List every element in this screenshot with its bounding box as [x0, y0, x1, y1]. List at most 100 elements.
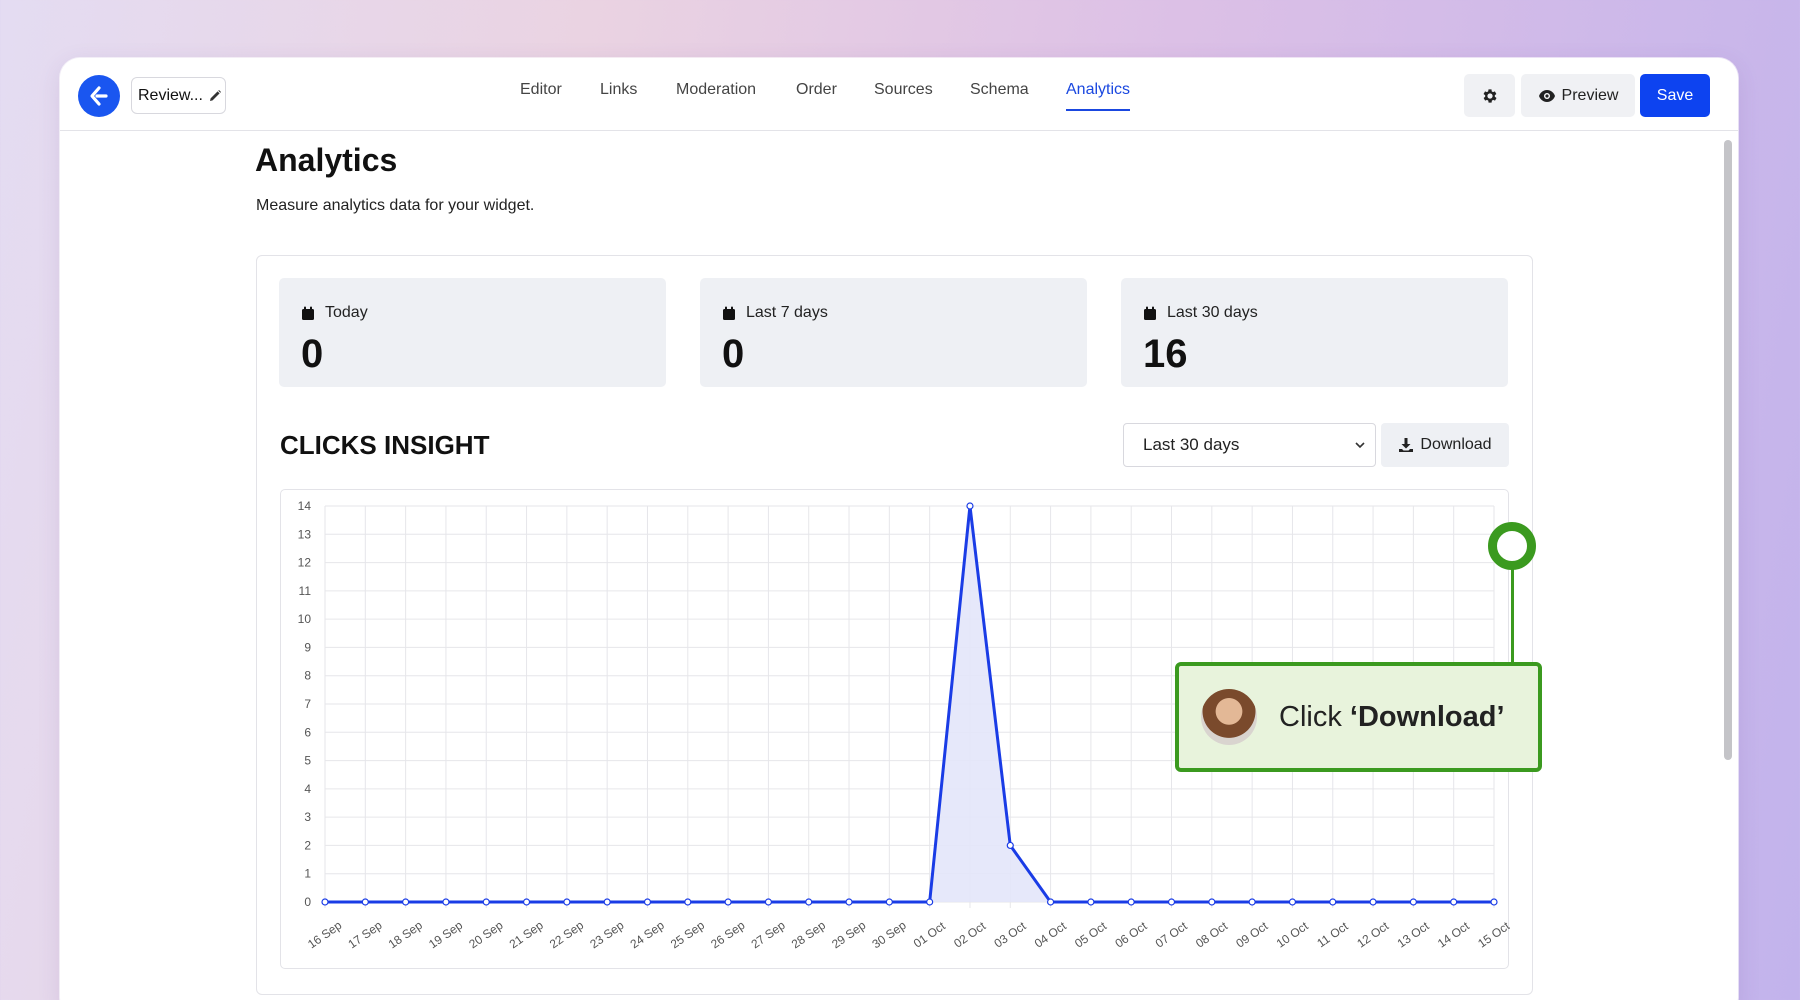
save-button[interactable]: Save: [1640, 74, 1710, 117]
x-tick-label: 17 Sep: [345, 918, 384, 951]
x-tick-label: 03 Oct: [991, 918, 1029, 950]
x-tick-label: 02 Oct: [951, 918, 989, 950]
data-point: [361, 898, 369, 906]
preview-button[interactable]: Preview: [1521, 74, 1635, 117]
x-tick-label: 24 Sep: [628, 918, 667, 951]
callout-prefix: Click: [1279, 700, 1350, 733]
data-point: [1046, 898, 1055, 906]
y-tick-label: 6: [304, 725, 311, 739]
data-point: [1369, 898, 1377, 906]
x-tick-label: 21 Sep: [507, 918, 546, 951]
stat-label-7-days: Last 7 days: [722, 304, 828, 322]
x-tick-label: 29 Sep: [829, 918, 868, 951]
calendar-icon: [302, 306, 314, 320]
y-tick-label: 3: [304, 810, 311, 824]
tab-moderation[interactable]: Moderation: [676, 81, 757, 98]
data-point: [1087, 898, 1095, 906]
stat-card-last-7-days: Last 7 days 0: [700, 278, 1087, 387]
tab-order[interactable]: Order: [796, 81, 837, 98]
clicks-chart: 0 1 2 3 4 5 6 7 8 9 10 11 12 13 14 16 Sep 17 Sep 18 Sep 19…: [280, 489, 1510, 969]
settings-button[interactable]: [1464, 74, 1515, 117]
data-point: [724, 898, 732, 906]
x-tick-label: 05 Oct: [1072, 918, 1110, 950]
callout-pointer-line: [1511, 568, 1514, 663]
y-tick-label: 13: [298, 527, 312, 541]
analytics-panel: Today 0 Last 7 days 0: [256, 255, 1533, 995]
gear-icon: [1483, 88, 1497, 103]
x-tick-label: 19 Sep: [426, 918, 465, 951]
x-tick-label: 04 Oct: [1032, 918, 1070, 950]
data-point: [522, 898, 531, 906]
x-tick-label: 30 Sep: [869, 918, 908, 951]
y-tick-label: 4: [304, 782, 311, 796]
data-point: [1127, 898, 1135, 906]
data-point: [1208, 898, 1216, 906]
stat-card-last-30-days: Last 30 days 16: [1121, 278, 1508, 387]
eye-icon: [1538, 89, 1555, 102]
x-tick-label: 25 Sep: [668, 918, 707, 951]
data-point: [1450, 898, 1458, 906]
stat-value-7-days: 0: [722, 332, 745, 376]
download-button[interactable]: Download: [1381, 423, 1509, 467]
data-point: [926, 898, 934, 906]
stat-label-today: Today: [301, 304, 368, 322]
callout-emphasis: ‘Download’: [1349, 700, 1505, 733]
preview-label: Preview: [1561, 86, 1619, 104]
x-tick-label: 15 Oct: [1475, 918, 1510, 950]
calendar-icon: [723, 306, 735, 320]
scrollbar[interactable]: [1724, 140, 1732, 760]
widget-name-field[interactable]: Review...: [131, 77, 226, 114]
stat-label-text: Last 30 days: [1167, 304, 1258, 321]
x-tick-label: 01 Oct: [911, 918, 949, 950]
x-tick-label: 06 Oct: [1112, 918, 1150, 950]
data-point: [603, 898, 611, 906]
x-tick-label: 27 Sep: [749, 918, 788, 951]
data-point: [684, 898, 692, 906]
y-tick-label: 14: [298, 499, 312, 513]
series-line: [325, 504, 1494, 904]
tab-schema[interactable]: Schema: [970, 81, 1029, 98]
data-point: [442, 898, 450, 906]
x-tick-label: 09 Oct: [1233, 918, 1271, 950]
x-tick-label: 20 Sep: [466, 918, 505, 951]
data-point: [1248, 898, 1256, 906]
x-tick-label: 13 Oct: [1395, 918, 1433, 950]
data-point: [966, 502, 974, 510]
y-tick-label: 5: [304, 754, 311, 768]
x-tick-label: 23 Sep: [587, 918, 626, 951]
clicks-insight-title: CLICKS INSIGHT: [280, 430, 490, 460]
y-tick-label: 12: [298, 556, 312, 570]
tab-sources[interactable]: Sources: [874, 81, 933, 98]
x-tick-label: 10 Oct: [1274, 918, 1312, 950]
avatar: [1201, 689, 1257, 745]
data-point: [885, 898, 893, 906]
callout-pointer-dot: [1488, 522, 1536, 570]
tab-editor[interactable]: Editor: [520, 81, 562, 98]
y-tick-label: 9: [304, 640, 311, 654]
data-point: [321, 898, 329, 906]
stat-label-30-days: Last 30 days: [1143, 304, 1258, 322]
date-range-select[interactable]: Last 30 days: [1123, 423, 1376, 467]
page-subtitle: Measure analytics data for your widget.: [256, 197, 535, 214]
page-title: Analytics: [255, 142, 398, 178]
app-window: Review... Editor Links Moderation Order …: [60, 58, 1738, 1000]
data-point: [482, 898, 490, 906]
download-icon: [1399, 438, 1414, 452]
data-point: [1329, 898, 1337, 906]
download-label: Download: [1420, 436, 1492, 453]
data-point: [1167, 898, 1176, 906]
x-tick-label: 18 Sep: [386, 918, 425, 951]
x-tick-label: 16 Sep: [305, 918, 344, 951]
data-point: [643, 898, 652, 906]
stat-value-30-days: 16: [1143, 332, 1188, 376]
pencil-icon: [209, 89, 221, 101]
x-tick-label: 26 Sep: [708, 918, 747, 951]
tab-links[interactable]: Links: [600, 81, 638, 98]
app-logo[interactable]: [78, 75, 120, 117]
tab-analytics[interactable]: Analytics: [1066, 81, 1131, 111]
data-point: [402, 898, 410, 906]
top-bar: Review... Editor Links Moderation Order …: [60, 58, 1738, 131]
y-tick-label: 10: [298, 612, 312, 626]
stat-card-today: Today 0: [279, 278, 666, 387]
